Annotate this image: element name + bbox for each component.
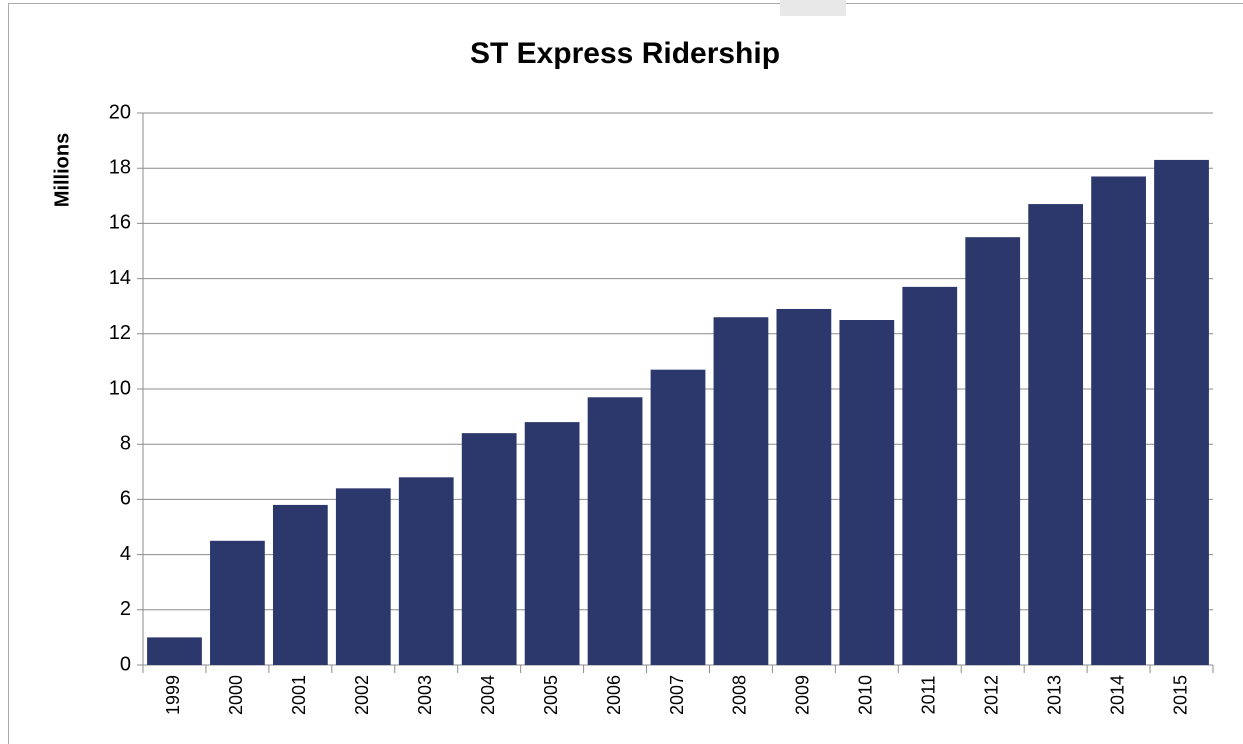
bar <box>335 488 391 665</box>
bar <box>839 320 895 665</box>
x-tick-label: 2004 <box>478 675 498 715</box>
y-tick-label: 0 <box>120 653 131 675</box>
y-axis-label: Millions <box>51 133 73 207</box>
x-tick-label: 2006 <box>604 675 624 715</box>
bar <box>272 504 328 665</box>
y-tick-label: 14 <box>109 267 131 289</box>
x-tick-label: 2005 <box>541 675 561 715</box>
bar <box>776 308 832 665</box>
y-tick-label: 12 <box>109 322 131 344</box>
x-tick-label: 2010 <box>856 675 876 715</box>
x-tick-label: 2009 <box>793 675 813 715</box>
bar <box>902 286 958 665</box>
bar <box>461 433 517 665</box>
x-tick-label: 1999 <box>163 675 183 715</box>
bar <box>398 477 454 665</box>
y-tick-label: 8 <box>120 432 131 454</box>
bar <box>210 540 265 665</box>
x-tick-label: 2000 <box>226 675 246 715</box>
x-tick-label: 2008 <box>730 675 750 715</box>
y-tick-label: 16 <box>109 212 131 234</box>
y-tick-label: 20 <box>109 101 131 123</box>
y-tick-label: 18 <box>109 156 131 178</box>
chart-title: ST Express Ridership <box>470 37 780 70</box>
x-tick-label: 2001 <box>289 675 309 715</box>
bar <box>147 637 202 665</box>
x-tick-label: 2014 <box>1107 675 1127 715</box>
y-tick-label: 6 <box>120 488 131 510</box>
x-tick-label: 2002 <box>352 675 372 715</box>
bar <box>1028 204 1084 665</box>
bar <box>1154 159 1209 666</box>
bar <box>965 237 1021 665</box>
x-tick-label: 2003 <box>415 675 435 715</box>
bar <box>650 369 706 665</box>
bar <box>587 397 643 665</box>
y-tick-label: 2 <box>120 598 131 620</box>
y-tick-label: 10 <box>109 377 131 399</box>
bar <box>1091 176 1146 666</box>
bar <box>524 422 580 665</box>
x-tick-label: 2015 <box>1170 675 1190 715</box>
x-tick-label: 2007 <box>667 675 687 715</box>
tab <box>780 0 846 16</box>
bar <box>713 317 769 665</box>
y-tick-label: 4 <box>120 543 131 565</box>
x-tick-label: 2012 <box>981 675 1001 715</box>
x-tick-label: 2011 <box>919 676 939 715</box>
x-tick-label: 2013 <box>1044 675 1064 715</box>
